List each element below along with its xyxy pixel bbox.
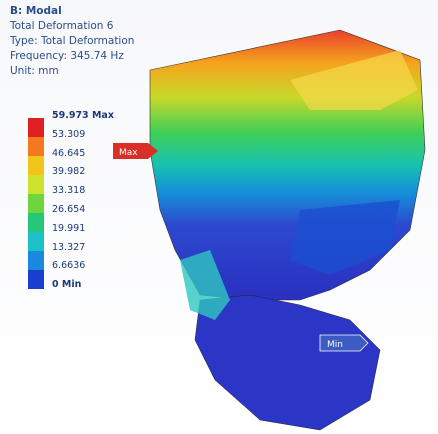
legend-label: 33.318 — [52, 185, 85, 196]
legend-label: 26.654 — [52, 204, 85, 215]
max-label: Max — [119, 148, 138, 158]
legend-label: 53.309 — [52, 129, 85, 140]
legend-bar — [28, 118, 44, 289]
legend-label: 6.6636 — [52, 260, 85, 271]
legend-label: 59.973 Max — [52, 110, 114, 121]
info-line: Unit: mm — [10, 65, 59, 77]
viewport: Max Min B: Modal Total Deformation 6 Type… — [0, 0, 438, 434]
info-line: Total Deformation 6 — [10, 20, 113, 32]
legend-label: 19.991 — [52, 223, 85, 234]
min-label: Min — [327, 340, 343, 350]
band — [290, 200, 400, 275]
legend-label: 0 Min — [52, 279, 81, 290]
info-line: Type: Total Deformation — [10, 35, 134, 47]
legend-label: 39.982 — [52, 166, 85, 177]
info-line: Frequency: 345.74 Hz — [10, 50, 124, 62]
legend-label: 13.327 — [52, 242, 85, 253]
title: B: Modal — [10, 5, 62, 17]
model-view: Max Min — [0, 0, 438, 434]
lower-shell — [195, 295, 380, 430]
legend-label: 46.645 — [52, 148, 85, 159]
